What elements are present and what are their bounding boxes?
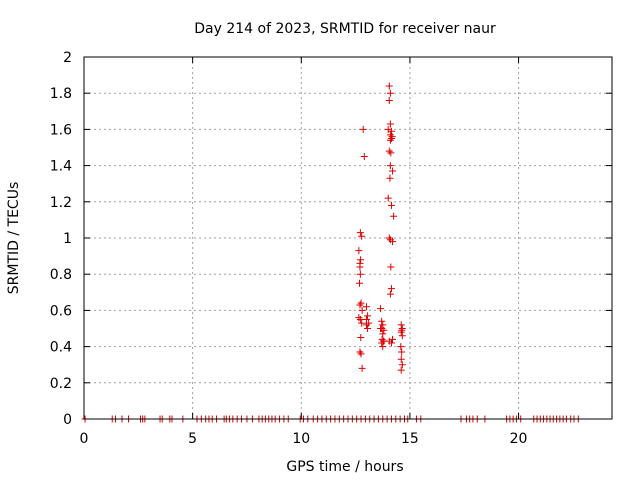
data-point (358, 232, 366, 240)
data-point (387, 339, 395, 347)
data-point (380, 326, 388, 334)
y-tick-label: 0 (63, 412, 72, 428)
data-point (356, 279, 364, 287)
x-axis-label: GPS time / hours (286, 459, 403, 475)
data-point (362, 303, 370, 311)
data-point (358, 319, 366, 327)
data-point (358, 306, 366, 314)
data-point (377, 325, 385, 332)
data-point (364, 325, 372, 332)
data-point (379, 330, 387, 338)
data-point (357, 299, 365, 307)
y-tick-label: 0.4 (50, 340, 72, 356)
data-point (357, 350, 365, 358)
data-point (384, 125, 392, 133)
data-point (355, 314, 363, 322)
data-point (387, 285, 395, 293)
data-point (387, 263, 395, 271)
y-tick-label: 1.4 (50, 159, 72, 175)
data-point (386, 290, 394, 298)
y-tick-label: 1.2 (50, 195, 72, 211)
data-point (362, 321, 370, 329)
data-point (359, 125, 367, 133)
data-point (358, 364, 366, 372)
grid (84, 57, 612, 419)
data-point (386, 120, 394, 128)
y-tick-label: 0.2 (50, 376, 72, 392)
data-point (385, 147, 393, 155)
data-point (356, 229, 364, 237)
data-point (398, 325, 406, 332)
data-point (356, 315, 364, 323)
x-tick-label: 15 (401, 431, 419, 447)
data-point (364, 312, 372, 320)
data-point (356, 348, 364, 356)
data-point (387, 149, 395, 157)
data-point (385, 82, 393, 90)
y-tick-label: 1.8 (50, 86, 72, 102)
y-tick-label: 0.8 (50, 267, 72, 283)
data-point (360, 153, 368, 161)
data-point (379, 321, 387, 329)
data-point (397, 343, 405, 351)
axis-ticks: 00.20.40.60.811.21.41.61.820 5 10 15 20 (50, 50, 612, 447)
data-point (385, 96, 393, 104)
data-point (377, 305, 385, 313)
data-point (389, 335, 397, 343)
data-point (356, 263, 364, 271)
data-point (397, 366, 405, 374)
data-point (387, 134, 395, 142)
data-point (387, 127, 395, 135)
data-point (386, 136, 394, 144)
x-tick-label: 10 (292, 431, 310, 447)
data-point (389, 238, 397, 246)
data-point (379, 343, 387, 351)
data-point (386, 89, 394, 97)
data-point (398, 332, 406, 340)
x-tick-label: 20 (510, 431, 528, 447)
data-point (385, 234, 393, 242)
data-point (397, 355, 405, 363)
data-points (81, 82, 582, 423)
x-tick-label: 5 (188, 431, 197, 447)
data-point (398, 361, 406, 369)
data-point (387, 201, 395, 209)
data-point (384, 194, 392, 202)
data-point (388, 133, 396, 141)
y-tick-label: 2 (63, 50, 72, 66)
data-point (398, 348, 406, 356)
data-point (398, 326, 406, 334)
y-axis-label: SRMTID / TECUs (6, 182, 22, 295)
data-point (355, 247, 363, 255)
y-tick-label: 1 (63, 231, 72, 247)
data-point (357, 256, 365, 264)
data-point (389, 167, 397, 175)
data-point (390, 212, 398, 220)
plot-frame (83, 56, 613, 420)
y-tick-label: 0.6 (50, 303, 72, 319)
y-tick-label: 1.6 (50, 122, 72, 138)
data-point (386, 162, 394, 170)
x-tick-label: 0 (80, 431, 89, 447)
data-point (386, 174, 394, 182)
data-point (378, 317, 386, 325)
data-point (357, 334, 365, 342)
data-point (356, 301, 364, 309)
chart-title: Day 214 of 2023, SRMTID for receiver nau… (194, 21, 496, 37)
data-point (356, 270, 364, 278)
